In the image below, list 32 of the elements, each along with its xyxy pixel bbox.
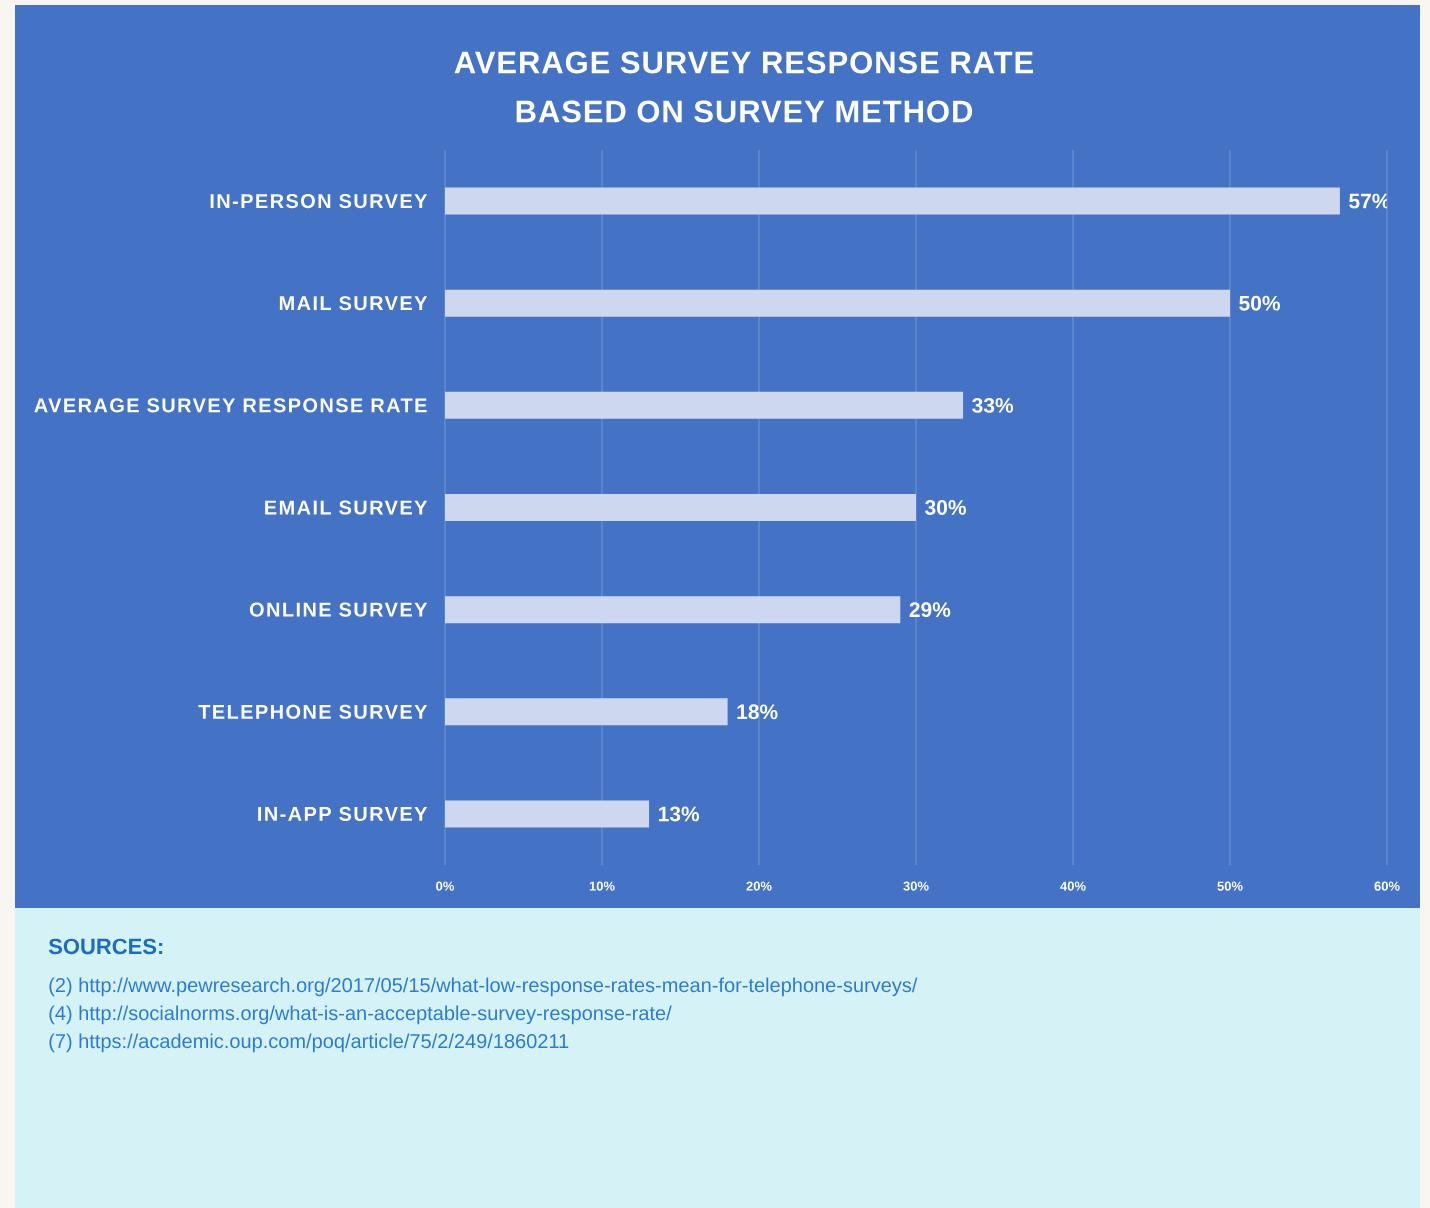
- data-label: 30%: [925, 500, 966, 515]
- bar: [445, 187, 1340, 215]
- source-note: SOURCES:: [48, 938, 163, 955]
- y-tick-label: EMAIL SURVEY: [265, 500, 428, 515]
- data-label: 13%: [658, 806, 700, 822]
- y-tick-label: IN-APP SURVEY: [258, 806, 428, 822]
- y-tick-label: ONLINE SURVEY: [249, 602, 428, 617]
- bar: [445, 698, 728, 726]
- bar: [445, 596, 901, 624]
- x-tick-label: 10%: [589, 881, 615, 891]
- y-tick-label: TELEPHONE SURVEY: [198, 704, 428, 719]
- data-label: 18%: [737, 704, 778, 720]
- y-tick-label: MAIL SURVEY: [279, 296, 428, 311]
- x-tick-label: 30%: [903, 881, 929, 891]
- x-tick-label: 0%: [436, 881, 455, 891]
- x-tick-label: 60%: [1374, 881, 1400, 891]
- data-label: 29%: [909, 602, 951, 618]
- data-label: 50%: [1239, 295, 1280, 311]
- bar: [445, 391, 964, 419]
- text: (7) https://academic.oup.com/poq/article/75/2/249/1860211: [49, 1033, 569, 1053]
- chart-title: AVERAGE SURVEY RESPONSE RATE BASED ON SURVEY METHOD: [454, 51, 1033, 123]
- x-tick-label: 40%: [1060, 881, 1086, 891]
- text: (4) http://socialnorms.org/what-is-an-acceptable-survey-response-rate/: [49, 1005, 672, 1025]
- bar: [445, 289, 1230, 317]
- y-tick-label: IN-PERSON SURVEY: [210, 194, 428, 209]
- text: (2) http://www.pewresearch.org/2017/05/15/what-low-response-rates-mean-for-telephone-surveys/: [49, 977, 918, 997]
- bar: [445, 494, 916, 521]
- x-tick-label: 20%: [746, 881, 772, 891]
- y-tick-label: AVERAGE SURVEY RESPONSE RATE: [34, 398, 427, 413]
- bar: [445, 800, 650, 828]
- data-label: 33%: [972, 397, 1014, 413]
- x-tick-label: 50%: [1217, 881, 1243, 891]
